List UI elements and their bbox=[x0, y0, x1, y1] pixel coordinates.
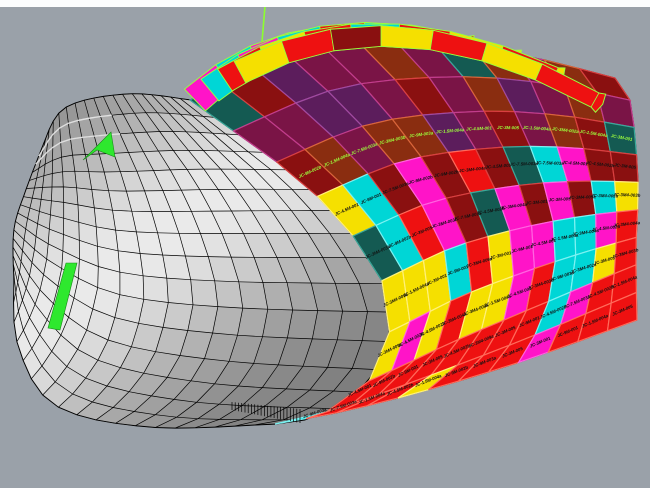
svg-text:JC-3M4-003b: JC-3M4-003b bbox=[613, 192, 641, 198]
svg-text:JC-7.5M-003a: JC-7.5M-003a bbox=[536, 160, 565, 166]
svg-text:JC-7.5M-003a: JC-7.5M-003a bbox=[510, 161, 539, 167]
svg-text:JC-3M-005: JC-3M-005 bbox=[497, 125, 520, 130]
